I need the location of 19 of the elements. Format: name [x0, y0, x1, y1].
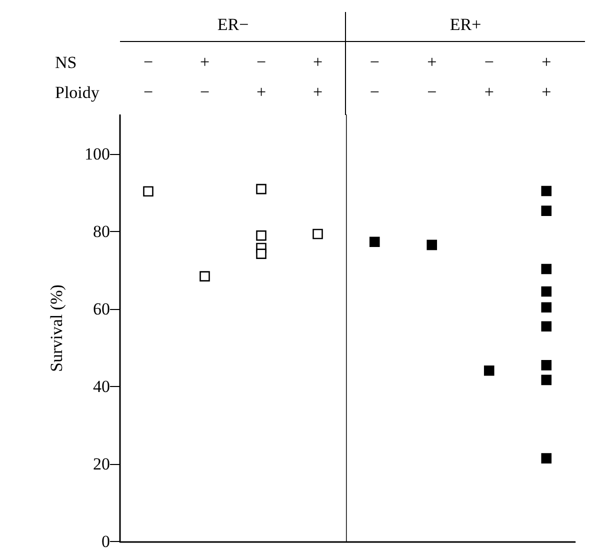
text: NS	[55, 53, 77, 72]
x-tick-label: − −	[143, 52, 154, 102]
y-tick-label: 100	[84, 144, 110, 164]
y-tick-label: 0	[102, 532, 110, 550]
y-tick-label: 60	[93, 299, 110, 318]
text: Ploidy	[55, 83, 100, 102]
x-tick-label: + +	[312, 52, 323, 102]
chart-title: ER−	[120, 0, 346, 42]
x-tick-label: − −	[370, 52, 380, 102]
x-tick-label: − +	[484, 52, 494, 102]
x-tick-label: − +	[256, 52, 266, 102]
x-tick-label: + −	[427, 52, 437, 102]
chart-title: ER+	[346, 0, 585, 42]
y-tick-label: 80	[93, 222, 110, 241]
x-tick-label: + +	[542, 52, 552, 102]
y-tick-label: 20	[93, 454, 110, 474]
y-tick-label: 40	[93, 376, 110, 396]
x-tick-label: + −	[200, 52, 210, 102]
y-axis-title: Survival (%)	[47, 284, 66, 372]
